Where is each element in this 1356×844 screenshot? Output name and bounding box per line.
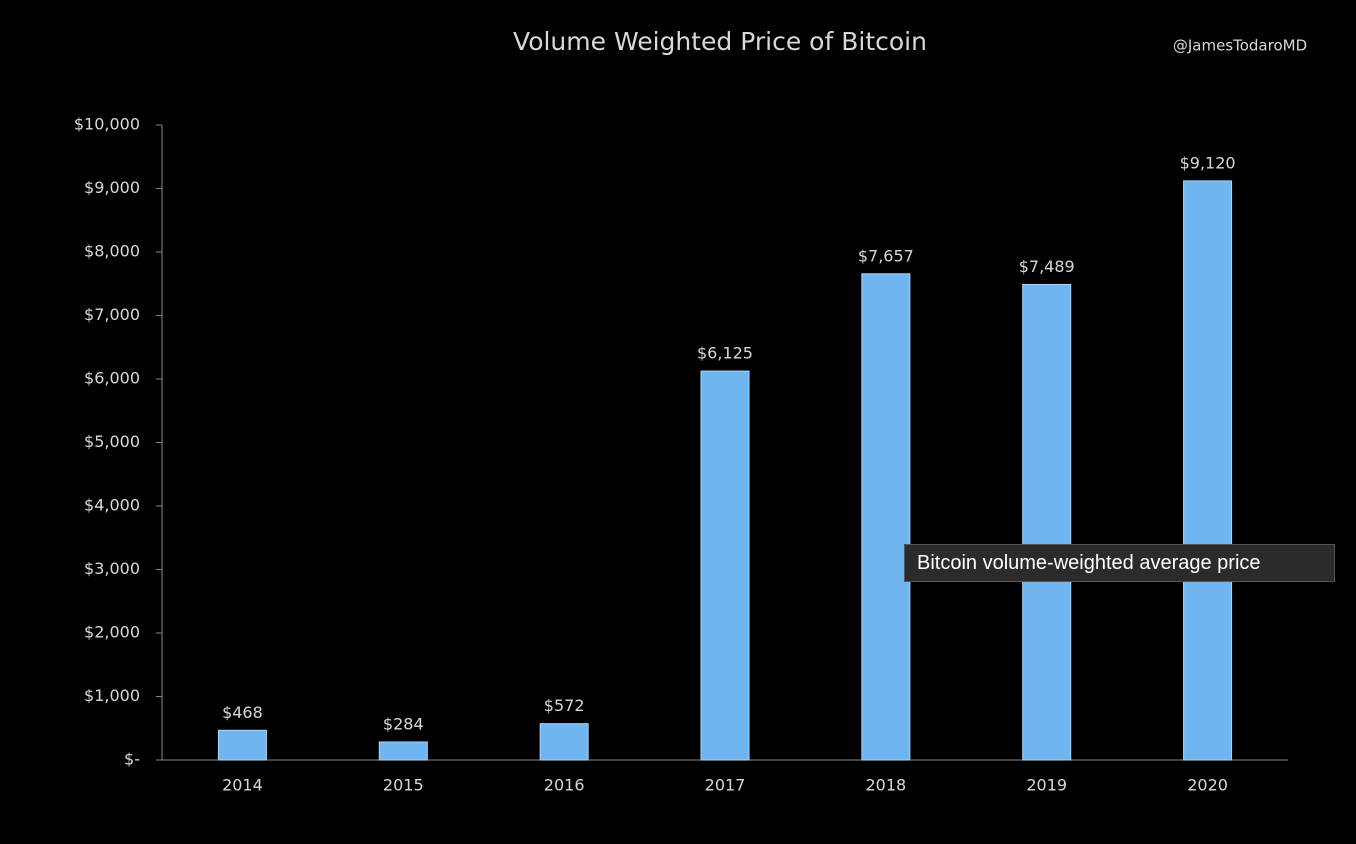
bar — [861, 273, 911, 761]
x-tick-label: 2016 — [544, 776, 585, 795]
value-label: $7,489 — [1019, 257, 1075, 276]
bar — [700, 370, 750, 761]
y-tick-label: $10,000 — [74, 115, 140, 134]
y-tick-label: $4,000 — [84, 496, 140, 515]
x-tick-label: 2014 — [222, 776, 263, 795]
credit: @JamesTodaroMD — [1173, 37, 1307, 55]
bar — [378, 741, 428, 761]
value-label: $6,125 — [697, 344, 753, 363]
y-tick-label: $1,000 — [84, 686, 140, 705]
y-tick-label: $5,000 — [84, 432, 140, 451]
x-tick-label: 2018 — [865, 776, 906, 795]
x-tick-label: 2017 — [705, 776, 746, 795]
y-tick-label: $2,000 — [84, 623, 140, 642]
value-label: $284 — [383, 714, 424, 733]
y-tick-label: $- — [124, 750, 140, 769]
x-tick-label: 2020 — [1187, 776, 1228, 795]
value-label: $9,120 — [1180, 153, 1236, 172]
y-tick-label: $9,000 — [84, 178, 140, 197]
x-tick-label: 2019 — [1026, 776, 1067, 795]
bar — [1183, 180, 1233, 761]
value-label: $468 — [222, 703, 263, 722]
value-label: $572 — [544, 696, 585, 715]
y-tick-label: $8,000 — [84, 242, 140, 261]
y-tick-label: $3,000 — [84, 559, 140, 578]
value-label: $7,657 — [858, 246, 914, 265]
tooltip: Bitcoin volume-weighted average price — [904, 544, 1335, 582]
x-tick-label: 2015 — [383, 776, 424, 795]
bar — [539, 723, 589, 761]
bar — [217, 729, 267, 761]
y-tick-label: $6,000 — [84, 369, 140, 388]
bar — [1022, 283, 1072, 761]
y-tick-label: $7,000 — [84, 305, 140, 324]
chart-title: Volume Weighted Price of Bitcoin — [513, 27, 927, 56]
